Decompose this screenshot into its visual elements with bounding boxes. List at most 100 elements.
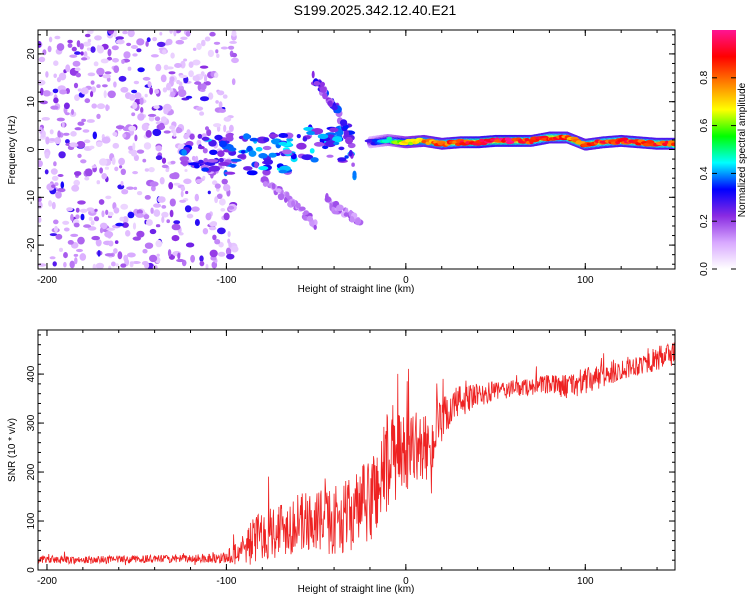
spectrogram-cell [120, 181, 124, 186]
spectrogram-cell [162, 87, 168, 93]
spectrogram-cell [69, 54, 78, 58]
spectrogram-cell [104, 253, 114, 257]
spectrogram-cell [52, 261, 57, 267]
spectrogram-cell [99, 167, 103, 174]
spectrogram-cell [217, 150, 225, 158]
spectrogram-cell [92, 131, 98, 140]
spectrogram-cell [132, 171, 139, 175]
spectrogram-cell [208, 226, 217, 231]
spectrogram-cell [180, 36, 188, 40]
spectrogram-cell [129, 261, 135, 265]
spectrogram-cell [303, 210, 309, 215]
spectrogram-cell [174, 63, 182, 68]
spectrogram-cell [148, 81, 152, 88]
spectrogram-cell [310, 157, 319, 163]
spectrogram-cell [192, 59, 201, 66]
spectrogram-cell [100, 58, 109, 64]
spectrogram-cell [98, 199, 105, 205]
spectrogram-cell [246, 145, 253, 152]
spectrogram-cell [156, 41, 166, 48]
spectrogram-cell [221, 178, 228, 185]
spectrogram-cell [202, 148, 208, 154]
spectrogram-cell [114, 240, 119, 245]
spectrogram-cell [214, 134, 223, 141]
spectrogram-cell [243, 166, 253, 171]
spectrogram-cell [76, 40, 81, 48]
spectrogram-cell [74, 51, 81, 55]
spectrogram-cell [105, 209, 109, 215]
spectrogram-cell [348, 149, 353, 157]
spectrogram-cell [55, 191, 62, 199]
spectrogram-cell [127, 211, 135, 219]
spectrogram-cell [57, 174, 64, 177]
spectrogram-cell [155, 155, 163, 161]
spectrogram-cell [313, 81, 321, 86]
spectrogram-cell [80, 87, 89, 95]
spectrogram-cell [278, 141, 287, 146]
spectrogram-cell [80, 51, 84, 56]
spectrogram-cell [39, 100, 48, 105]
spectrogram-cell [246, 170, 258, 176]
spectrogram-cell [127, 66, 132, 71]
spectrogram-cell [71, 109, 74, 115]
spectrogram-cell [219, 140, 227, 148]
spectrogram-cell [134, 92, 142, 100]
spectrogram-cell [169, 125, 176, 130]
spectrogram-cell [231, 57, 239, 64]
spectrogram-cell [243, 133, 250, 140]
spectrogram-cell [306, 215, 313, 222]
spectrogram-cell [216, 193, 223, 199]
spectrogram-cell [121, 189, 129, 195]
spectrogram-xtick-label: 100 [577, 275, 594, 286]
spectrogram-cell [120, 86, 129, 93]
spectrogram-cell [140, 107, 144, 113]
spectrogram-cell [74, 67, 81, 72]
spectrogram-cell [104, 231, 114, 238]
spectrogram-cell [223, 116, 232, 122]
spectrogram-cell [168, 71, 176, 75]
spectrogram-cell [96, 180, 101, 185]
spectrogram-cell [189, 133, 195, 140]
spectrogram-cell [144, 262, 150, 269]
spectrogram-cell [106, 56, 113, 61]
spectrogram-cell [191, 206, 200, 212]
spectrogram-cell [217, 90, 225, 96]
spectrogram-cell [165, 168, 170, 173]
spectrogram-cell [197, 145, 205, 150]
spectrogram-cell [137, 113, 145, 121]
spectrogram-cell [141, 123, 149, 131]
spectrogram-cell [144, 93, 148, 98]
spectrogram-cell [218, 101, 223, 109]
spectrogram-cell [155, 63, 162, 72]
spectrogram-cell [166, 66, 174, 70]
spectrogram-cell [87, 38, 92, 43]
spectrogram-cell [44, 169, 49, 175]
spectrogram-cell [49, 129, 54, 135]
spectrogram-cell [132, 53, 138, 57]
spectrogram-cell [667, 143, 672, 147]
spectrogram-cell [263, 137, 270, 143]
spectrogram-cell [101, 136, 111, 144]
spectrogram-heat-layer [38, 30, 675, 269]
spectrogram-cell [41, 117, 50, 121]
spectrogram-cell [120, 168, 127, 175]
spectrogram-cell [84, 33, 91, 38]
spectrogram-cell [149, 181, 159, 187]
spectrogram-cell [74, 127, 82, 131]
spectrogram-cell [150, 54, 159, 58]
snr-ytick-label: 0 [26, 567, 37, 573]
spectrogram-cell [220, 46, 229, 50]
spectrogram-cell [165, 38, 173, 46]
spectrogram-cell [39, 87, 44, 96]
spectrogram-cell [286, 138, 294, 142]
spectrogram-cell [222, 94, 228, 99]
spectrogram-cell [53, 161, 57, 167]
spectrogram-cell [126, 42, 132, 47]
spectrogram-cell [38, 79, 46, 86]
spectrogram-cell [54, 225, 58, 233]
spectrogram-cell [338, 146, 345, 151]
colorbar-label: Normalized spectral amplitude [737, 82, 748, 217]
spectrogram-cell [302, 136, 308, 142]
spectrogram-cell [89, 145, 95, 150]
spectrogram-cell [168, 182, 174, 190]
